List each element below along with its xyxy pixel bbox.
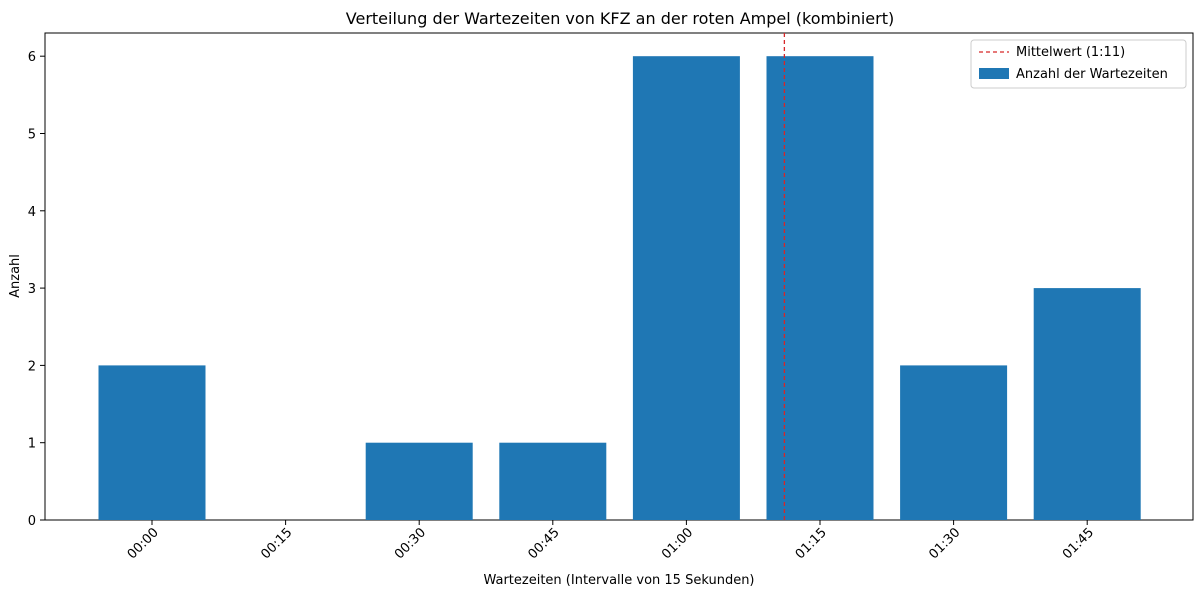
x-tick-label: 00:15 <box>258 525 295 562</box>
bar-00-45 <box>499 442 607 520</box>
bar-01-00 <box>632 56 740 520</box>
x-axis-label: Wartezeiten (Intervalle von 15 Sekunden) <box>483 573 754 588</box>
x-ticks: 00:00 00:15 00:30 00:45 01:00 01:15 01:30 01:45 <box>125 520 1097 562</box>
bars-group <box>98 56 1141 520</box>
y-ticks: 0 1 2 3 4 5 6 <box>28 50 45 529</box>
plot-frame <box>44 32 1194 521</box>
y-tick-label: 1 <box>28 437 36 452</box>
bar-00-00 <box>98 365 206 520</box>
y-axis-label: Anzahl <box>8 254 23 298</box>
y-tick-label: 2 <box>28 359 36 374</box>
bar-01-15 <box>766 56 874 520</box>
x-tick-label: 00:00 <box>125 525 162 562</box>
bar-01-30 <box>900 365 1008 520</box>
y-tick-label: 6 <box>28 50 36 65</box>
y-tick-label: 4 <box>28 205 36 220</box>
x-tick-label: 01:00 <box>659 525 696 562</box>
bar-00-30 <box>365 442 473 520</box>
bar-01-45 <box>1033 288 1141 520</box>
legend-bar-label: Anzahl der Wartezeiten <box>1016 67 1168 82</box>
x-tick-label: 01:30 <box>926 525 963 562</box>
legend-mean-label: Mittelwert (1:11) <box>1016 45 1125 60</box>
legend-bar-swatch <box>979 68 1009 79</box>
legend-frame <box>970 39 1187 89</box>
y-tick-label: 3 <box>28 282 36 297</box>
legend: Mittelwert (1:11) Anzahl der Wartezeiten <box>970 39 1187 89</box>
x-tick-label: 01:15 <box>793 525 830 562</box>
plot-area: 00:00 00:15 00:30 00:45 01:00 01:15 01:30 01:45… <box>28 32 1194 562</box>
x-tick-label: 00:30 <box>392 525 429 562</box>
x-tick-label: 00:45 <box>526 525 563 562</box>
x-tick-label: 01:45 <box>1060 525 1097 562</box>
y-tick-label: 0 <box>28 514 36 529</box>
y-tick-label: 5 <box>28 127 36 142</box>
chart-title: Verteilung der Wartezeiten von KFZ an de… <box>346 9 894 28</box>
